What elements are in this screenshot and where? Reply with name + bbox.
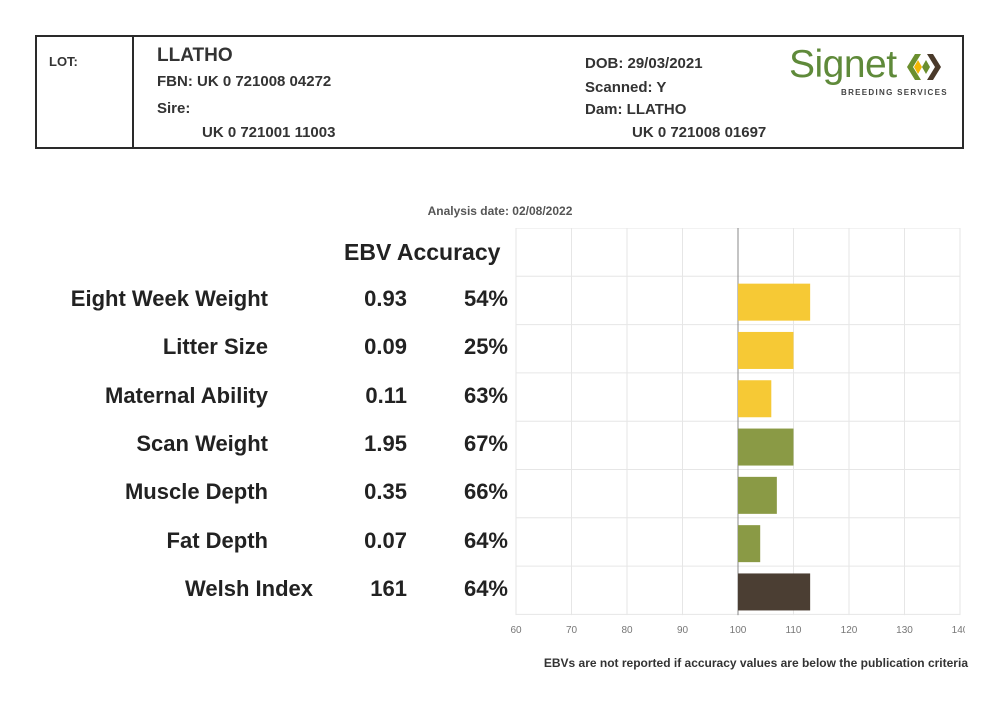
x-tick-label: 60 [510, 625, 522, 636]
trait-ebv: 0.93 [364, 286, 407, 311]
x-tick-label: 70 [566, 625, 578, 636]
signet-logo: Signet BREEDING SERVICES [789, 43, 949, 103]
signet-mark-icon [907, 54, 941, 80]
x-tick-label: 100 [730, 625, 747, 636]
ebv-bar [738, 573, 811, 611]
publication-footnote: EBVs are not reported if accuracy values… [543, 656, 968, 670]
header-divider [132, 37, 134, 147]
analysis-date: Analysis date: 02/08/2022 [427, 204, 573, 218]
trait-accuracy: 67% [463, 430, 508, 456]
trait-accuracy: 64% [463, 527, 508, 553]
trait-ebv: 161 [370, 575, 407, 601]
x-tick-label: 120 [841, 625, 858, 636]
trait-accuracy: 66% [463, 479, 508, 505]
trait-name: Eight Week Weight [70, 286, 268, 311]
x-tick-label: 110 [786, 625, 802, 636]
scanned-status: Scanned: Y [585, 79, 667, 96]
trait-name: Fat Depth [166, 527, 268, 553]
trait-name: Muscle Depth [124, 479, 268, 505]
lot-label: LOT: [49, 54, 78, 69]
ebv-bar [738, 525, 761, 563]
logo-subtitle: BREEDING SERVICES [841, 88, 948, 97]
x-tick-label: 130 [896, 625, 913, 636]
dam-id: UK 0 721008 01697 [632, 124, 767, 141]
trait-name: Maternal Ability [105, 382, 268, 408]
dam-label: Dam: LLATHO [585, 101, 687, 118]
trait-ebv: 0.09 [364, 334, 407, 360]
ebv-bar [738, 380, 772, 418]
sire-label: Sire: [157, 100, 191, 117]
date-of-birth: DOB: 29/03/2021 [585, 55, 703, 72]
x-tick-label: 90 [677, 625, 689, 636]
sire-id: UK 0 721001 11003 [202, 124, 336, 141]
ebv-bar [738, 476, 777, 514]
trait-name: Scan Weight [136, 430, 268, 456]
ebv-accuracy-header: EBV Accuracy [344, 239, 501, 265]
ebv-bar [738, 283, 811, 321]
animal-header: LOT: LLATHO FBN: UK 0 721008 04272 Sire:… [35, 35, 964, 149]
trait-ebv: 0.07 [364, 527, 407, 553]
ebv-bar [738, 331, 794, 369]
ebv-bar [738, 428, 794, 466]
trait-accuracy: 54% [463, 286, 508, 311]
trait-accuracy: 25% [463, 334, 508, 360]
fbn-id: FBN: UK 0 721008 04272 [157, 73, 332, 90]
animal-name: LLATHO [157, 45, 233, 66]
x-tick-label: 80 [621, 625, 633, 636]
trait-ebv: 0.35 [364, 479, 407, 505]
trait-accuracy: 64% [463, 575, 508, 601]
trait-name: Welsh Index [185, 575, 313, 601]
trait-ebv: 1.95 [364, 430, 407, 456]
x-tick-label: 140 [952, 625, 965, 636]
logo-wordmark: Signet [789, 43, 897, 86]
ebv-bar-chart: 60 70 80 90 100 110 120 130 140 [510, 228, 965, 636]
trait-ebv: 0.11 [365, 382, 407, 408]
trait-name: Litter Size [162, 334, 268, 360]
trait-accuracy: 63% [463, 382, 508, 408]
